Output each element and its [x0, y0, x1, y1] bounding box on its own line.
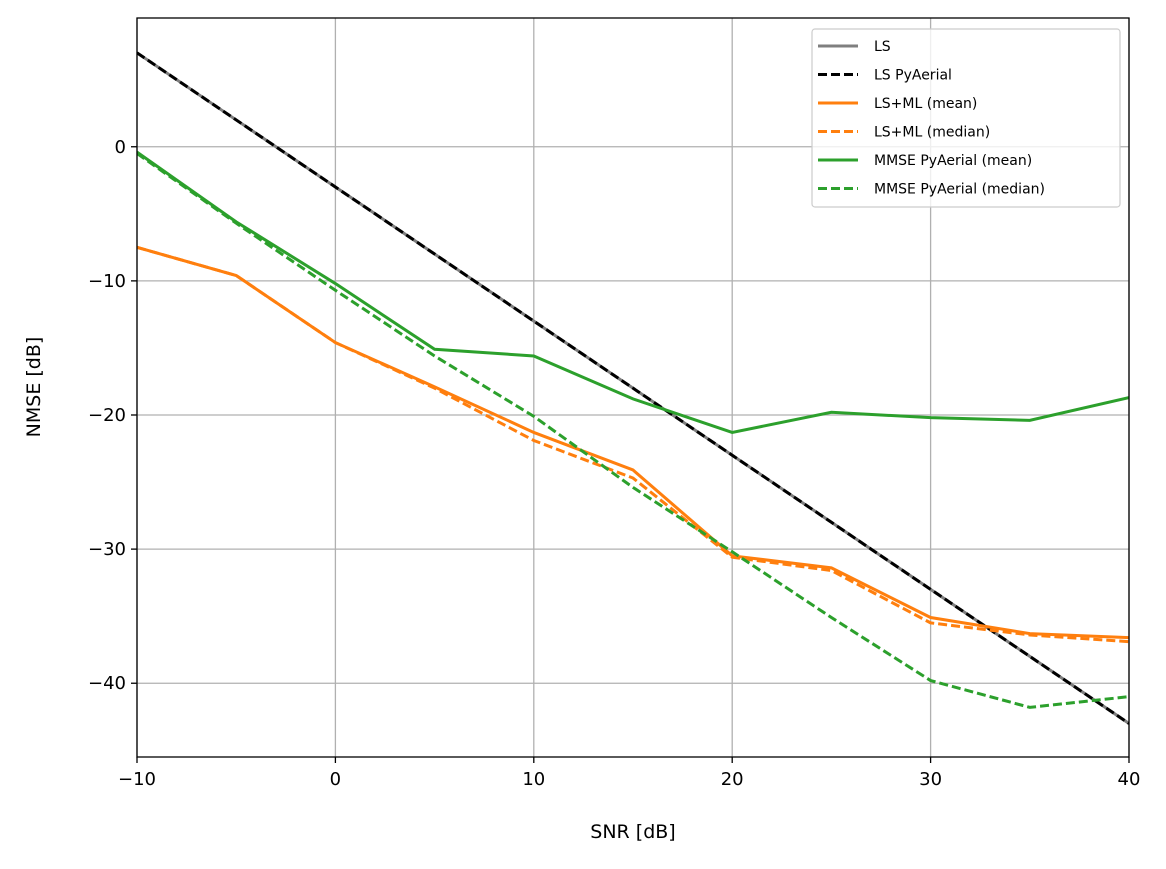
series-line-ls-ml-median — [137, 245, 1129, 644]
x-tick-label: 20 — [721, 769, 744, 790]
legend-label-mmse-pyaerial-mean: MMSE PyAerial (mean) — [874, 153, 1032, 169]
x-tick-label: 30 — [919, 769, 942, 790]
x-axis-label: SNR [dB] — [590, 821, 675, 843]
y-tick-label: −30 — [88, 539, 126, 560]
y-axis: −40 −30 −20 −10 0 — [88, 137, 137, 694]
y-tick-label: −10 — [88, 271, 126, 292]
x-tick-label: 0 — [330, 769, 341, 790]
plot-frame — [136, 17, 1130, 758]
legend-label-mmse-pyaerial-median: MMSE PyAerial (median) — [874, 182, 1045, 198]
series-line-ls-ml-mean — [137, 245, 1129, 640]
legend: LS LS PyAerial LS+ML (mean) LS+ML (median) M… — [811, 28, 1121, 208]
legend-label-ls: LS — [874, 39, 891, 55]
series-lines — [137, 51, 1129, 725]
x-tick-label: −10 — [118, 769, 156, 790]
y-tick-label: −40 — [88, 673, 126, 694]
legend-label-ls-pyaerial: LS PyAerial — [874, 68, 952, 84]
legend-label-ls-ml-mean: LS+ML (mean) — [874, 96, 977, 112]
y-tick-label: 0 — [115, 137, 126, 158]
series-line-mmse-pyaerial-median — [137, 152, 1129, 709]
legend-box — [811, 28, 1121, 208]
x-axis: −10 0 10 20 30 40 — [118, 757, 1140, 790]
x-tick-label: 40 — [1118, 769, 1141, 790]
x-tick-label: 10 — [522, 769, 545, 790]
series-line-ls-pyaerial — [137, 51, 1129, 725]
series-line-mmse-pyaerial-mean — [137, 150, 1129, 434]
legend-label-ls-ml-median: LS+ML (median) — [874, 125, 990, 141]
y-tick-label: −20 — [88, 405, 126, 426]
y-axis-label: NMSE [dB] — [23, 337, 45, 438]
